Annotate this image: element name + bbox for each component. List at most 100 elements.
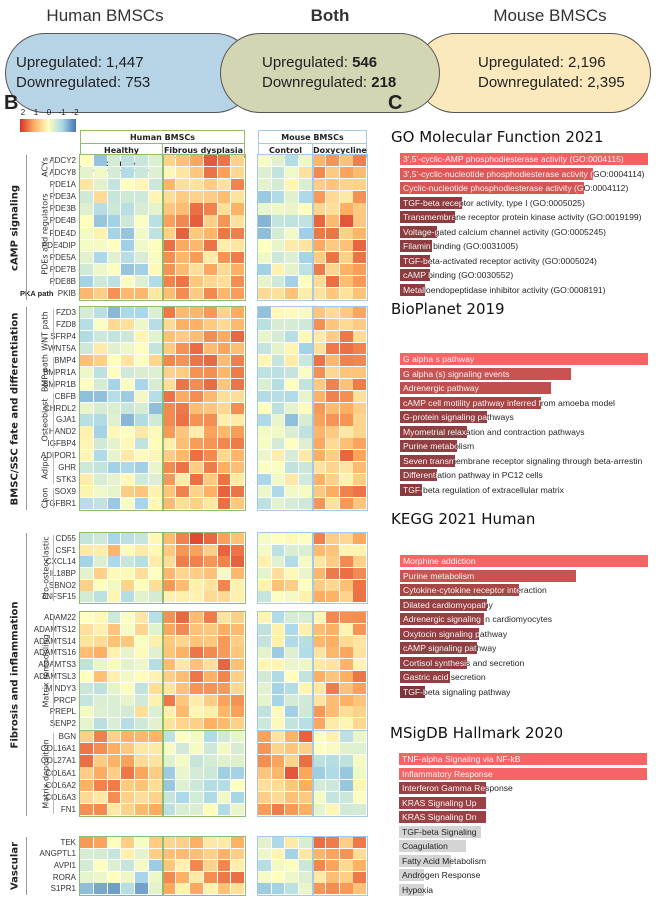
heatmap-cell [258, 167, 271, 179]
heatmap-cell [298, 155, 312, 167]
enrichment-bar [400, 167, 594, 180]
heatmap-cell [107, 791, 121, 804]
enrichment-row: 3',5'-cyclic-AMP phosphodiesterase activ… [400, 153, 656, 165]
heatmap-cell [148, 390, 162, 402]
heatmap-cell [93, 556, 107, 568]
heatmap-cell [298, 307, 312, 319]
heatmap-cell [190, 544, 203, 556]
heatmap-cell [231, 779, 245, 791]
heatmap-cell [285, 318, 299, 331]
heatmap-cell [298, 366, 312, 378]
heatmap-cell [353, 837, 367, 848]
group-divider [312, 837, 314, 895]
heatmap-cell [231, 203, 245, 215]
heatmap-cell [190, 191, 203, 203]
category-bracket [26, 307, 27, 510]
heatmap-cell [176, 462, 190, 474]
heatmap-cell [285, 354, 299, 366]
enrichment-label: cAMP cell motility pathway inferred from… [403, 397, 615, 408]
gene-label: BGN [58, 732, 76, 742]
heatmap-cell [176, 330, 190, 343]
heatmap-cell [298, 438, 312, 450]
heatmap-cell [231, 307, 245, 319]
heatmap-cell [312, 612, 326, 623]
heatmap-cell [271, 731, 285, 743]
enrichment-bar [400, 182, 584, 194]
heatmap-cell [353, 635, 367, 647]
heatmap-cell [353, 779, 367, 791]
heatmap-cell [107, 568, 121, 579]
human-bmscs-title: Human BMSCs [46, 6, 164, 25]
enrichment-bar [400, 454, 455, 467]
both-title: Both [310, 6, 350, 25]
enrichment-row: TGF-beta-activated receptor activity (GO… [400, 254, 656, 267]
heatmap-cell [176, 378, 190, 390]
heatmap-cell [190, 767, 203, 779]
heatmap-cell [148, 354, 162, 366]
heatmap-cell [93, 486, 107, 498]
heatmap-cell [80, 544, 93, 556]
heatmap-cell [162, 837, 176, 848]
heatmap-cell [285, 474, 299, 486]
heatmap-cell [121, 871, 135, 883]
gene-label: GJA1 [55, 415, 76, 425]
enrichment-bar [400, 425, 467, 438]
enrichment-bar [400, 483, 423, 496]
heatmap-cell [162, 779, 176, 791]
heatmap-cell [80, 366, 93, 378]
heatmap-cell [326, 544, 339, 556]
heatmap-cell [176, 275, 190, 288]
heatmap-cell [339, 871, 353, 883]
heatmap-cell [107, 755, 121, 767]
enrichment-row: TGF-beta receptor activity, type I (GO:0… [400, 196, 656, 209]
heatmap-cell [162, 848, 176, 860]
heatmap-cell [190, 659, 203, 671]
heatmap-cell [135, 743, 148, 755]
heatmap-cell [107, 167, 121, 179]
heatmap-cell [176, 486, 190, 498]
heatmap-cell [121, 330, 135, 343]
heatmap-cell [271, 402, 285, 414]
heatmap-cell [217, 803, 231, 816]
heatmap-cell [285, 803, 299, 816]
heatmap-cell [121, 462, 135, 474]
heatmap-cell [326, 871, 339, 883]
enrichment-row: TNF-alpha Signaling via NF-kB [399, 753, 656, 765]
heatmap-cell [271, 251, 285, 263]
enrichment-label: Purine metabolism [403, 441, 475, 451]
heatmap-cell [217, 533, 231, 544]
heatmap-cell [80, 579, 93, 591]
heatmap-cell [285, 883, 299, 895]
heatmap-cell [190, 848, 203, 860]
gene-label: COL6A1 [45, 768, 76, 778]
heatmap-cell [176, 354, 190, 366]
heatmap-cell [93, 533, 107, 544]
heatmap-cell [298, 275, 312, 288]
heatmap-cell [80, 498, 93, 510]
heatmap-cell [135, 755, 148, 767]
heatmap-cell [285, 579, 299, 591]
gene-label: PDE1A [49, 180, 76, 190]
enrichment-bar [400, 153, 648, 165]
group-divider [312, 307, 314, 510]
heatmap-cell [121, 167, 135, 179]
heatmap-cell [271, 755, 285, 767]
heatmap-cell [231, 378, 245, 390]
heatmap-cell [285, 659, 299, 671]
heatmap-cell [339, 251, 353, 263]
heatmap-cell [312, 544, 326, 556]
gene-label: BMP4 [54, 355, 76, 365]
heatmap-cell [231, 591, 245, 603]
heatmap-cell [298, 287, 312, 300]
subgroup-bracket [53, 157, 54, 178]
heatmap-cell [80, 779, 93, 791]
enrichment-bar [399, 782, 486, 794]
legend-tick: 2 [20, 108, 26, 117]
heatmap-cell [285, 203, 299, 215]
heatmap-cell [93, 612, 107, 623]
heatmap-cell [326, 486, 339, 498]
heatmap-cell [203, 579, 217, 591]
heatmap-cell [231, 533, 245, 544]
heatmap-cell [339, 682, 353, 694]
enrichment-row: Coagulation [399, 840, 656, 852]
